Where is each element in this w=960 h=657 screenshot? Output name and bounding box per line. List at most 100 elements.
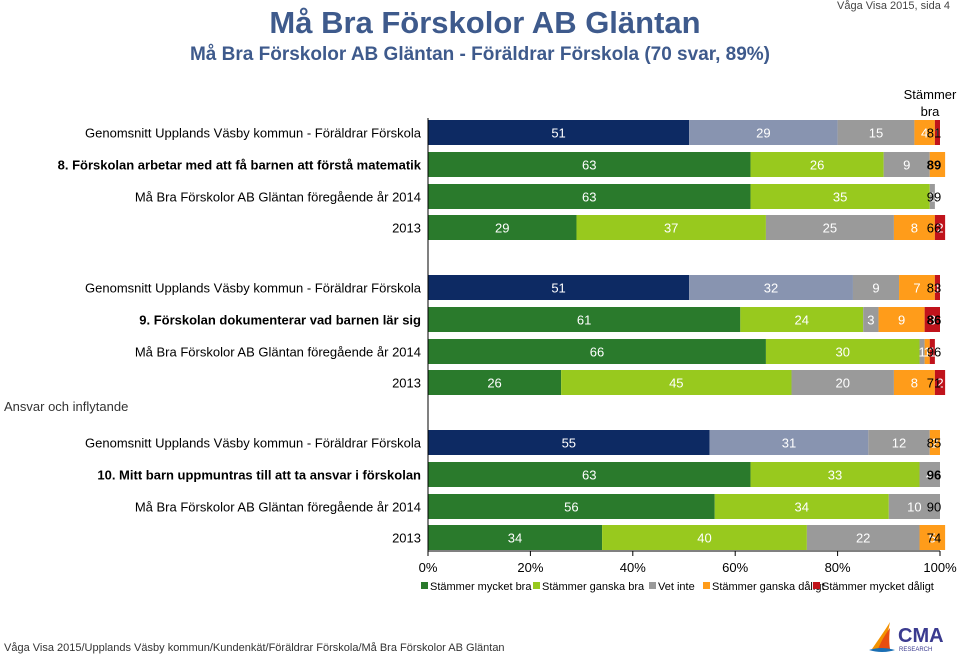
bar-value-label: 34 [795, 500, 809, 515]
legend-entry: Stämmer ganska bra [542, 581, 645, 593]
bar-value-label: 1 [929, 345, 936, 360]
bar-value-label: 0 [949, 158, 956, 173]
row-label: 2013 [392, 531, 421, 546]
bar-segment [428, 430, 710, 455]
bar-value-label: 0 [944, 500, 951, 515]
legend-entry: Stämmer ganska dåligt [712, 581, 825, 593]
bar-value-label: 9 [872, 281, 879, 296]
bar-segment [709, 430, 869, 455]
bar-segment [428, 307, 741, 332]
bar-value-label: 5 [929, 531, 936, 546]
bar-value-label: 1 [918, 345, 925, 360]
stammer-bra-value: 71 [927, 376, 941, 391]
bar-value-label: 56 [564, 500, 578, 515]
bar-segment [750, 462, 920, 487]
bar-value-label: 4 [926, 468, 933, 483]
bar-segment [924, 307, 940, 332]
cma-research-logo: CMA RESEARCH [869, 622, 944, 653]
row-label: Må Bra Förskolor AB Gläntan föregående å… [135, 345, 421, 360]
bar-segment [428, 152, 751, 177]
stammer-bra-value: 83 [927, 281, 941, 296]
bar-segment [929, 430, 940, 455]
bar-value-label: 0 [944, 468, 951, 483]
stammer-bra-value: 86 [927, 313, 941, 328]
bar-value-label: 1 [934, 126, 941, 141]
bar-value-label: 61 [577, 313, 591, 328]
bar-value-label: 0 [944, 436, 951, 451]
bar-value-label: 12 [892, 436, 906, 451]
bar-segment [863, 307, 879, 332]
bar-value-label: 22 [856, 531, 870, 546]
bar-value-label: 29 [495, 221, 509, 236]
row-label: Genomsnitt Upplands Väsby kommun - Föräl… [85, 436, 422, 451]
bar-segment [750, 184, 930, 209]
bar-segment [765, 339, 920, 364]
bar-segment [765, 215, 894, 240]
bar-segment [561, 370, 792, 395]
bar-value-label: 25 [823, 221, 837, 236]
bar-segment [929, 339, 935, 364]
bar-value-label: 20 [835, 376, 849, 391]
stammer-bra-value: 96 [927, 345, 941, 360]
bar-segment [929, 152, 946, 177]
bar-value-label: 1 [929, 190, 936, 205]
bar-segment [740, 307, 864, 332]
bar-value-label: 37 [664, 221, 678, 236]
bar-value-label: 9 [898, 313, 905, 328]
stammer-bra-value: 90 [927, 500, 941, 515]
x-tick-label: 0% [419, 560, 438, 575]
bar-segment [714, 494, 889, 519]
bar-value-label: 63 [582, 468, 596, 483]
stammer-bra-value: 99 [927, 190, 941, 205]
bar-segment [428, 275, 690, 300]
bar-value-label: 8 [911, 221, 918, 236]
sail-icon [869, 622, 895, 652]
page-subtitle: Må Bra Förskolor AB Gläntan - Föräldrar … [189, 44, 771, 65]
row-label: Genomsnitt Upplands Väsby kommun - Föräl… [85, 126, 422, 141]
legend-entry: Stämmer mycket bra [430, 581, 532, 593]
row-label: 10. Mitt barn uppmuntras till att ta ans… [97, 468, 421, 483]
row-label: 2013 [392, 221, 421, 236]
bar-value-label: 34 [508, 531, 522, 546]
bar-value-label: 30 [835, 345, 849, 360]
bar-segment [689, 120, 838, 145]
bar-value-label: 0 [939, 190, 946, 205]
bar-segment [806, 525, 920, 550]
row-label: Må Bra Förskolor AB Gläntan föregående å… [135, 190, 421, 205]
legend-swatch [703, 582, 710, 589]
row-label: 9. Förskolan dokumenterar vad barnen lär… [139, 313, 421, 328]
row-label: 2013 [392, 376, 421, 391]
legend-swatch [421, 582, 428, 589]
bar-value-label: 45 [669, 376, 683, 391]
bar-value-label: 8 [911, 376, 918, 391]
bar-value-label: 0 [949, 531, 956, 546]
bar-value-label: 3 [929, 313, 936, 328]
stammer-bra-value: 74 [927, 531, 941, 546]
bar-segment [934, 215, 946, 240]
row-label: Må Bra Förskolor AB Gläntan föregående å… [135, 500, 421, 515]
bar-value-label: 3 [934, 158, 941, 173]
bar-segment [893, 215, 935, 240]
bar-value-label: 55 [562, 436, 576, 451]
bar-segment [919, 462, 940, 487]
stammer-bra-value: 81 [927, 126, 941, 141]
bar-segment [934, 120, 940, 145]
x-tick-label: 60% [722, 560, 748, 575]
section-side-label: Ansvar och inflytande [4, 399, 129, 414]
bar-value-label: 9 [903, 158, 910, 173]
bar-value-label: 40 [697, 531, 711, 546]
bar-value-label: 24 [795, 313, 809, 328]
bar-value-label: 66 [590, 345, 604, 360]
bar-value-label: 35 [833, 190, 847, 205]
bar-segment [893, 370, 935, 395]
bar-value-label: 33 [828, 468, 842, 483]
bar-segment [878, 307, 925, 332]
legend-entry: Stämmer mycket dåligt [822, 581, 934, 593]
bar-segment [602, 525, 807, 550]
bar-value-label: 31 [782, 436, 796, 451]
bar-segment [576, 215, 766, 240]
bar-value-label: 2 [936, 221, 943, 236]
bar-value-label: 51 [551, 281, 565, 296]
bar-value-label: 2 [931, 436, 938, 451]
bar-segment [791, 370, 894, 395]
